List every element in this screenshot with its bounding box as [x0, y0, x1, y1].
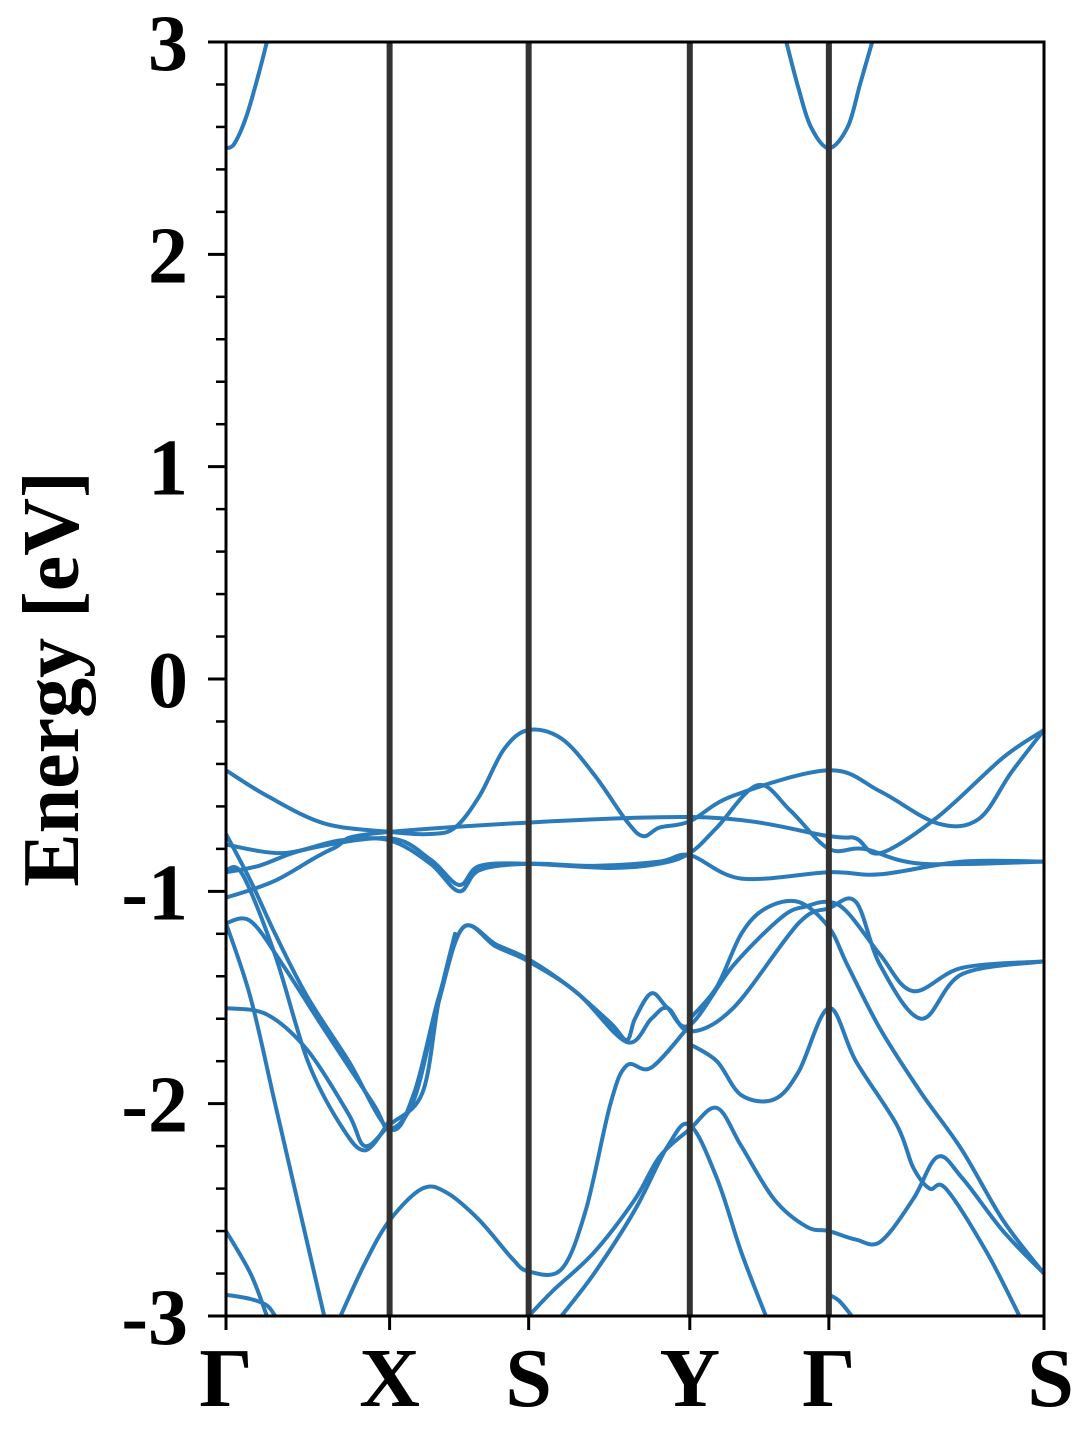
x-tick-label: S [505, 1332, 552, 1425]
band-line-12 [226, 1229, 269, 1316]
band-line-9 [226, 931, 457, 1149]
y-axis-label: Energy [eV] [8, 471, 96, 886]
y-axis-ticks [208, 40, 226, 1318]
y-tick-label: -2 [121, 1062, 188, 1150]
y-axis-tick-labels: 3 2 1 0 -1 -2 -3 [121, 0, 188, 1362]
x-tick-label: Γ [199, 1332, 252, 1425]
band-line-6 [226, 728, 1044, 900]
band-line-14 [338, 1023, 692, 1316]
band-line-18 [687, 898, 1044, 1276]
band-lines [226, 42, 1044, 1316]
x-tick-label: Y [659, 1332, 720, 1425]
y-tick-label: -3 [121, 1274, 188, 1362]
band-line-7 [226, 832, 1044, 1132]
high-symmetry-separators [386, 42, 832, 1316]
band-line-13 [226, 1292, 278, 1316]
plot-frame [224, 40, 1046, 1318]
band-line-16 [559, 1121, 768, 1316]
plot-area [208, 40, 1046, 1318]
band-line-11 [226, 921, 327, 1316]
band-line-1 [226, 42, 269, 151]
band-line-19 [826, 1292, 854, 1316]
band-line-8 [226, 896, 1044, 1132]
y-tick-label: 1 [148, 425, 188, 513]
x-tick-label: S [1027, 1332, 1074, 1425]
x-tick-label: X [359, 1332, 420, 1425]
band-line-5 [226, 783, 1044, 887]
y-tick-label: 3 [148, 0, 188, 88]
y-tick-label: 2 [148, 212, 188, 300]
y-tick-label: -1 [121, 849, 188, 937]
band-line-15 [526, 1105, 1044, 1316]
band-line-10 [226, 864, 392, 1153]
x-tick-label: Γ [802, 1332, 855, 1425]
band-line-17 [687, 1006, 1022, 1316]
band-line-3 [226, 727, 1044, 839]
y-tick-label: 0 [148, 637, 188, 725]
